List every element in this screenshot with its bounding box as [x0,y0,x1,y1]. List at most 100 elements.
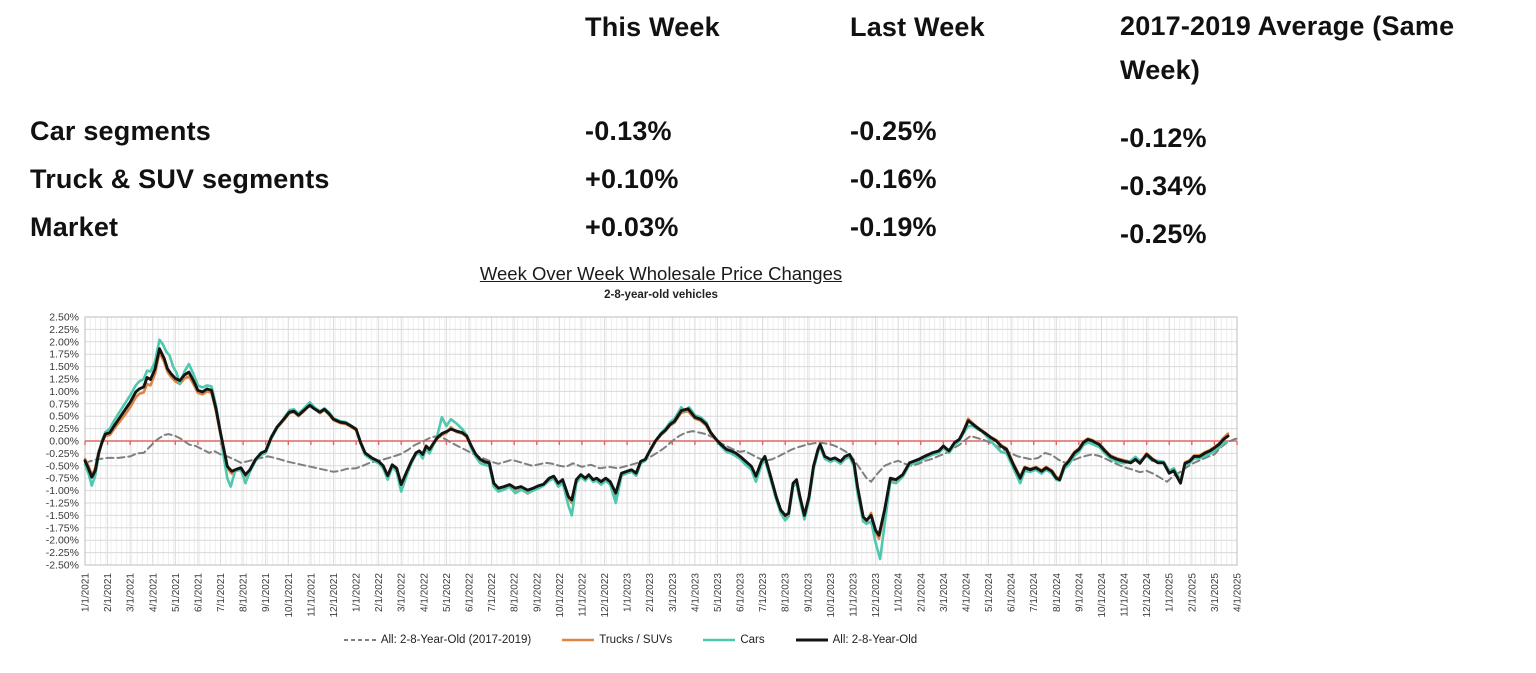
x-tick-label: 3/1/2021 [126,573,137,612]
y-tick-label: 1.75% [49,349,79,361]
series-line-all-2-8-year-old-2017-2019- [84,430,1241,483]
y-tick-label: 0.50% [49,411,79,423]
y-tick-label: 0.75% [49,398,79,410]
x-tick-label: 9/1/2021 [261,573,272,612]
y-tick-label: -0.25% [46,448,79,460]
y-tick-label: 0.00% [49,436,79,448]
row-label-market: Market [30,212,119,242]
x-tick-label: 1/1/2022 [352,573,363,612]
x-tick-label: 7/1/2021 [216,573,227,612]
x-tick-label: 5/1/2023 [713,573,724,612]
legend-label: All: 2-8-Year-Old (2017-2019) [380,634,532,646]
truck-this-week-value: +0.10% [585,164,679,194]
x-tick-label: 5/1/2024 [984,573,995,612]
x-tick-label: 10/1/2021 [284,573,295,618]
x-tick-label: 2/1/2024 [916,573,927,612]
x-tick-label: 6/1/2023 [736,573,747,612]
y-tick-label: -1.00% [46,485,79,497]
legend-label: Trucks / SUVs [599,634,673,646]
legend-label: Cars [740,634,765,646]
x-tick-label: 12/1/2022 [600,573,611,618]
y-tick-label: 2.25% [49,324,79,336]
y-tick-label: 2.50% [49,312,79,324]
car-average-value: -0.12% [1120,123,1207,153]
x-tick-label: 7/1/2024 [1029,573,1040,612]
x-tick-label: 8/1/2022 [510,573,521,612]
x-tick-label: 5/1/2022 [442,573,453,612]
x-tick-label: 6/1/2021 [193,573,204,612]
table-row: Car segments -0.13% -0.25% -0.12% [30,116,1530,164]
table-row: Market +0.03% -0.19% -0.25% [30,212,1530,260]
y-tick-label: 1.50% [49,361,79,373]
series-line-all-2-8-year-old [83,347,1230,537]
x-tick-label: 9/1/2024 [1074,573,1085,612]
x-tick-label: 10/1/2024 [1097,573,1108,618]
chart-title: Week Over Week Wholesale Price Changes [479,263,843,284]
y-tick-label: 1.00% [49,386,79,398]
x-tick-label: 10/1/2023 [826,573,837,618]
y-tick-label: -1.75% [46,522,79,534]
x-tick-label: 5/1/2021 [171,573,182,612]
x-tick-label: 1/1/2021 [81,573,92,612]
x-tick-label: 3/1/2025 [1210,573,1221,612]
table-header-row: This Week Last Week 2017-2019 Average (S… [30,11,1530,108]
x-tick-label: 4/1/2022 [419,573,430,612]
car-this-week-value: -0.13% [585,116,672,146]
x-tick-label: 11/1/2024 [1120,573,1131,617]
y-tick-label: -1.50% [46,510,79,522]
x-tick-label: 11/1/2021 [306,573,317,617]
row-label-car-segments: Car segments [30,116,211,146]
market-average-value: -0.25% [1120,219,1207,249]
chart-legend: All: 2-8-Year-Old (2017-2019) Trucks / SU… [85,634,1175,646]
legend-label: All: 2-8-Year-Old [832,634,918,646]
chart-subtitle: 2-8-year-old vehicles [604,289,718,301]
x-tick-label: 1/1/2025 [1165,573,1176,612]
y-tick-label: -2.25% [46,547,79,559]
x-tick-label: 2/1/2025 [1187,573,1198,612]
legend-item: Trucks / SUVs [561,634,672,646]
y-tick-label: -1.25% [46,498,79,510]
x-tick-label: 2/1/2022 [374,573,385,612]
wholesale-price-chart: 2.50%2.25%2.00%1.75%1.50%1.25%1.00%0.75%… [46,312,1244,618]
x-tick-label: 6/1/2022 [465,573,476,612]
table-row: Truck & SUV segments +0.10% -0.16% -0.34… [30,164,1530,212]
x-tick-label: 12/1/2024 [1142,573,1153,618]
x-tick-label: 8/1/2021 [239,573,250,612]
x-tick-label: 1/1/2023 [623,573,634,612]
legend-line-sample [795,638,828,642]
truck-average-value: -0.34% [1120,171,1207,201]
x-tick-label: 9/1/2023 [803,573,814,612]
x-tick-label: 8/1/2024 [1052,573,1063,612]
x-tick-label: 4/1/2021 [148,573,159,612]
legend-line-sample [343,639,376,641]
x-tick-label: 7/1/2022 [487,573,498,612]
legend-item: Cars [702,634,765,646]
market-last-week-value: -0.19% [850,212,937,242]
col-header-last-week: Last Week [850,12,985,42]
legend-item: All: 2-8-Year-Old (2017-2019) [343,634,531,646]
truck-last-week-value: -0.16% [850,164,937,194]
col-header-this-week: This Week [585,12,720,42]
series-line-cars [83,338,1229,561]
x-tick-label: 12/1/2023 [871,573,882,618]
y-tick-label: 2.00% [49,336,79,348]
legend-item: All: 2-8-Year-Old [795,634,918,646]
y-tick-label: 0.25% [49,423,79,435]
x-tick-label: 3/1/2022 [397,573,408,612]
legend-line-sample [562,638,595,642]
car-last-week-value: -0.25% [850,116,937,146]
x-tick-label: 3/1/2024 [939,573,950,612]
x-tick-label: 3/1/2023 [668,573,679,612]
x-tick-label: 8/1/2023 [781,573,792,612]
x-tick-label: 6/1/2024 [1007,573,1018,612]
market-this-week-value: +0.03% [585,212,679,242]
row-label-truck-suv-segments: Truck & SUV segments [30,164,330,194]
y-tick-label: -2.50% [46,560,79,572]
x-tick-label: 11/1/2023 [849,573,860,617]
x-tick-label: 2/1/2023 [645,573,656,612]
y-tick-label: 1.25% [49,374,79,386]
x-tick-label: 1/1/2024 [894,573,905,612]
x-tick-label: 4/1/2024 [961,573,972,612]
x-tick-label: 7/1/2023 [758,573,769,612]
